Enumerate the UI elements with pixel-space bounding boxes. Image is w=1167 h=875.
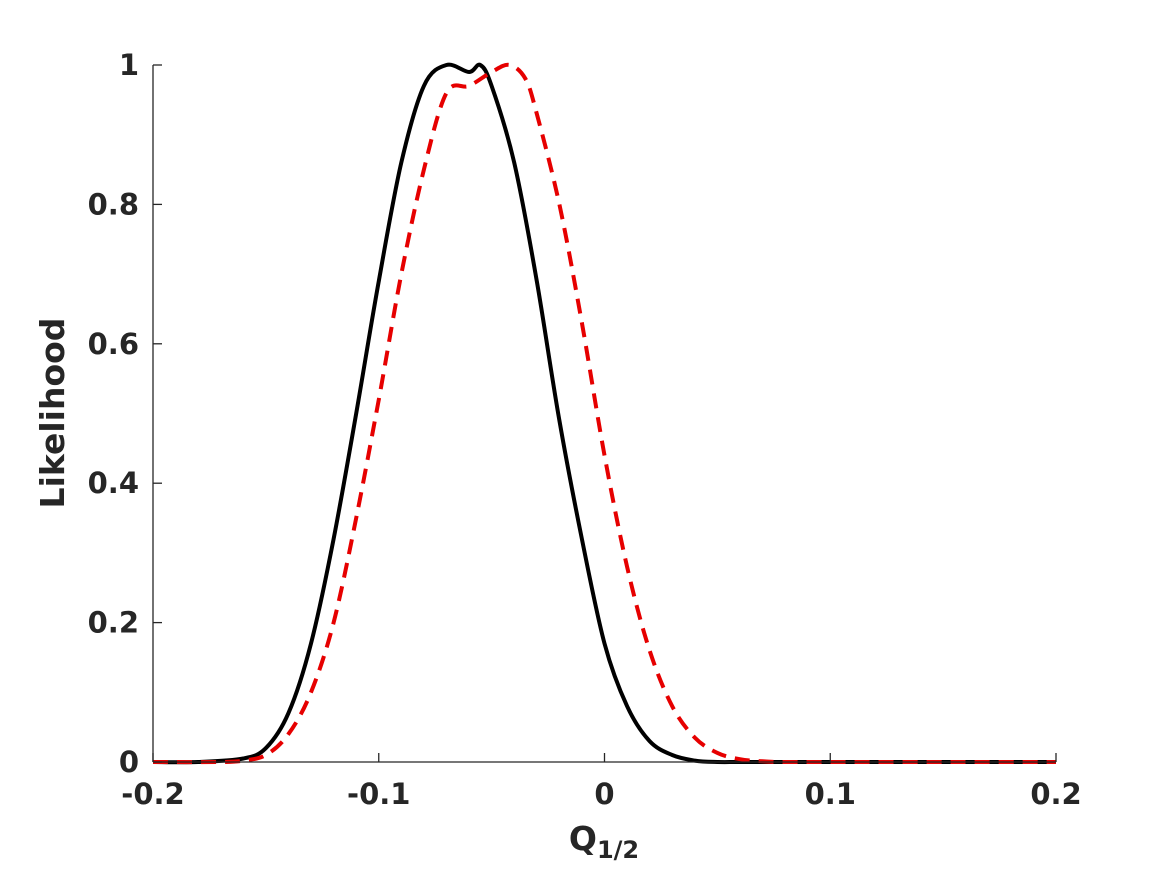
- y-tick-label: 0.8: [88, 187, 139, 221]
- ticks: -0.2 -0.1 0 0.1 0.2 0 0.2 0.4 0.6 0.8 1: [88, 48, 1082, 811]
- x-axis-label-subscript: 1/2: [597, 836, 639, 864]
- x-tick-label: 0: [594, 777, 614, 811]
- y-tick-label: 0: [119, 745, 139, 779]
- solid-black-series-line: [152, 62, 1056, 765]
- y-tick-label: 0.2: [88, 606, 139, 640]
- axes: [152, 65, 1056, 763]
- x-tick-label: 0.1: [805, 777, 856, 811]
- y-tick-label: 1: [119, 48, 139, 82]
- y-tick-label: 0.4: [88, 466, 139, 500]
- dashed-red-series-line: [152, 62, 1056, 765]
- series-layer: [152, 62, 1056, 765]
- x-tick-label: 0.2: [1030, 777, 1081, 811]
- x-tick-label: -0.1: [347, 777, 410, 811]
- x-tick-label: -0.2: [121, 777, 184, 811]
- y-axis-label: Likelihood: [33, 318, 72, 509]
- x-axis-label: Q1/2: [569, 819, 639, 864]
- y-tick-label: 0.6: [88, 327, 139, 361]
